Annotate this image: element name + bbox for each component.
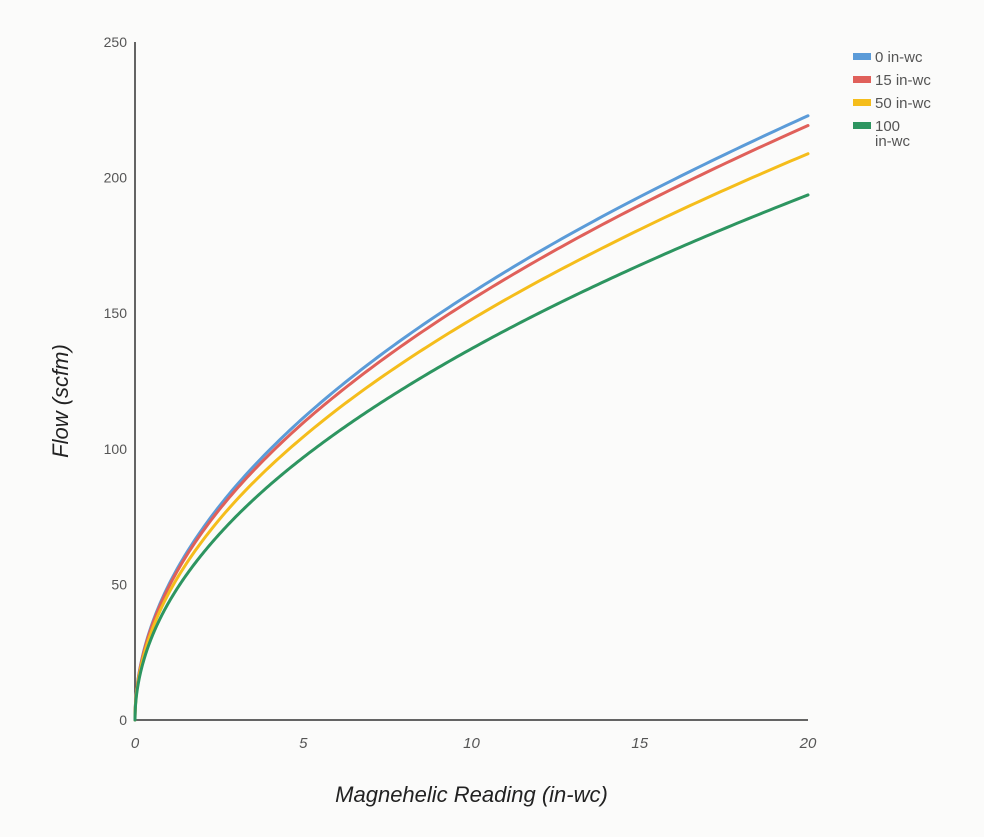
x-tick-labels: 0 5 10 15 20 <box>131 735 817 752</box>
y-tick-label: 150 <box>104 305 128 321</box>
y-tick-label: 250 <box>104 34 128 50</box>
series-line <box>133 193 810 722</box>
series-line <box>133 114 810 722</box>
x-tick-label: 5 <box>299 735 308 752</box>
x-tick-label: 20 <box>799 735 817 752</box>
series-lines <box>133 114 810 722</box>
legend-label: 15 in-wc <box>875 72 931 89</box>
y-tick-labels: 0 50 100 150 200 250 <box>104 34 128 728</box>
legend-swatch <box>853 53 871 60</box>
y-tick-label: 200 <box>104 170 128 186</box>
x-tick-label: 15 <box>631 735 648 752</box>
y-axis-title: Flow (scfm) <box>48 344 73 458</box>
x-axis-title: Magnehelic Reading (in-wc) <box>335 782 608 807</box>
series-line <box>133 124 810 722</box>
x-tick-label: 10 <box>463 735 480 752</box>
legend-label: 100 in-wc <box>875 118 911 150</box>
legend: 0 in-wc 15 in-wc 50 in-wc 100 in-wc <box>853 49 931 150</box>
legend-swatch <box>853 99 871 106</box>
y-tick-label: 100 <box>104 441 128 457</box>
y-tick-label: 50 <box>111 576 127 592</box>
legend-label: 0 in-wc <box>875 49 923 66</box>
axes <box>134 42 808 721</box>
legend-label: 50 in-wc <box>875 95 931 112</box>
series-line <box>133 152 810 722</box>
legend-swatch <box>853 76 871 83</box>
x-tick-label: 0 <box>131 735 140 752</box>
legend-swatch <box>853 122 871 129</box>
y-tick-label: 0 <box>119 712 127 728</box>
